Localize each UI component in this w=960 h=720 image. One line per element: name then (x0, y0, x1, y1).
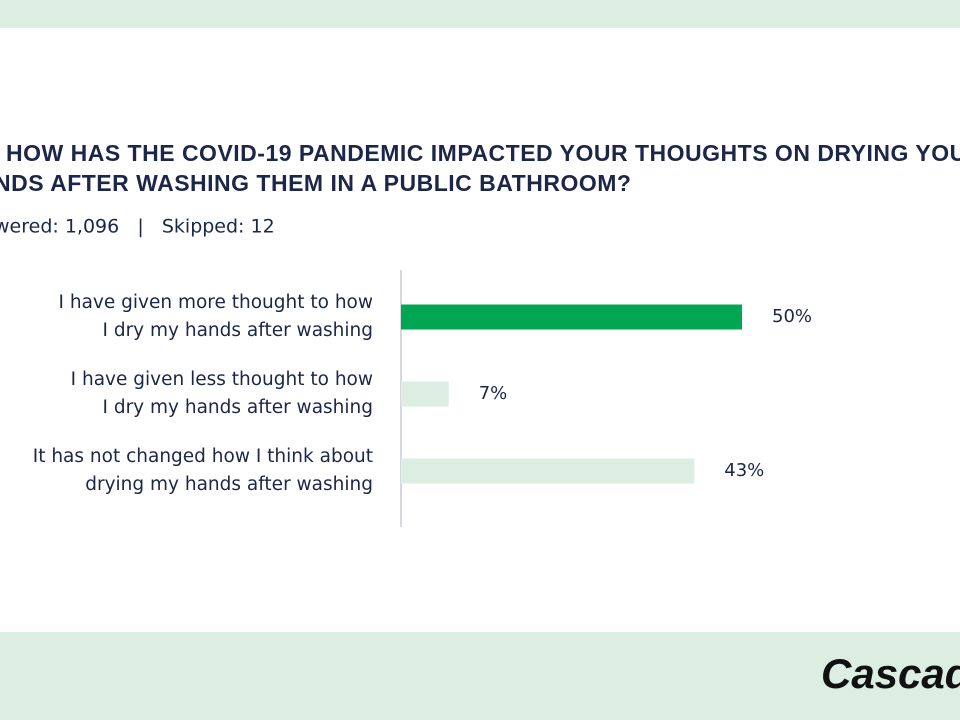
bottom-band (0, 632, 960, 720)
category-label: I have given more thought to how (59, 292, 373, 313)
value-label: 50% (772, 306, 812, 327)
subtitle: wered: 1,096 | Skipped: 12 (0, 216, 275, 238)
category-label: drying my hands after washing (85, 474, 373, 495)
value-label: 43% (724, 460, 764, 481)
top-band (0, 0, 960, 28)
value-label: 7% (479, 383, 508, 404)
brand-logo: Cascad (821, 650, 960, 697)
category-label: It has not changed how I think about (33, 446, 373, 467)
bar (401, 458, 695, 484)
category-label: I dry my hands after washing (103, 320, 374, 341)
title-line: NDS AFTER WASHING THEM IN A PUBLIC BATHR… (0, 170, 631, 196)
bar (401, 381, 449, 407)
category-label: I dry my hands after washing (103, 397, 374, 418)
bar (401, 304, 742, 330)
category-label: I have given less thought to how (71, 369, 373, 390)
title-line: HOW HAS THE COVID-19 PANDEMIC IMPACTED Y… (6, 140, 960, 166)
